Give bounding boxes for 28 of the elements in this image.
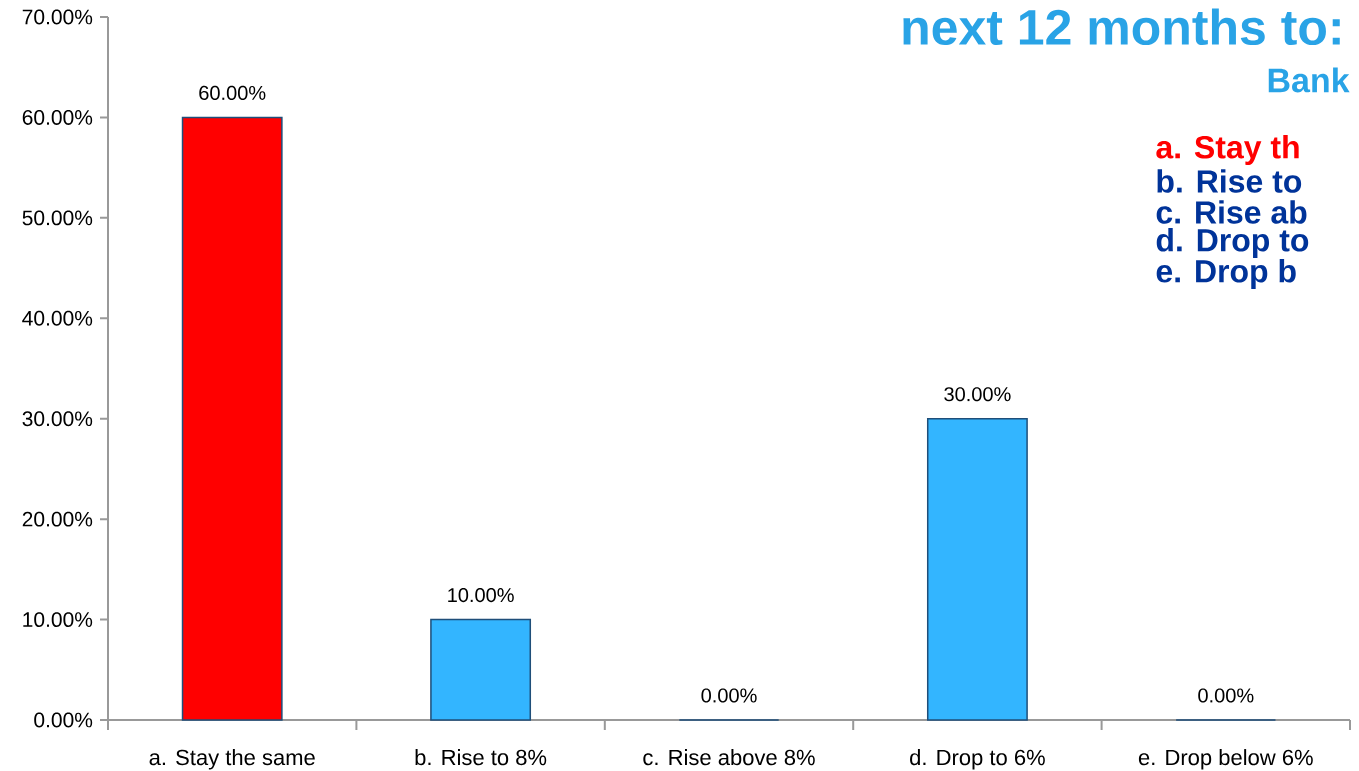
x-tick-label: a. Stay the same (149, 749, 315, 770)
x-tick-label: c. Rise above 8% (643, 749, 815, 766)
y-tick-label: 70.00% (22, 9, 93, 25)
data-label: 30.00% (944, 387, 1011, 402)
x-tick-label: b. Rise to 8% (415, 749, 547, 766)
annotation: c. Rise ab (1156, 200, 1307, 224)
data-label: 0.00% (701, 688, 757, 703)
annotation: Bank (1268, 67, 1350, 93)
x-tick-label: e. Drop below 6% (1138, 749, 1313, 770)
y-tick-label: 30.00% (22, 411, 93, 427)
y-tick-label: 20.00% (22, 511, 93, 527)
annotation: e. Drop b (1156, 259, 1296, 289)
y-tick-label: 50.00% (22, 210, 93, 226)
annotation: a. Stay th (1156, 135, 1299, 165)
data-label: 0.00% (1198, 688, 1254, 703)
bar (181, 116, 283, 721)
y-tick-label: 60.00% (22, 110, 93, 125)
bar (430, 618, 532, 721)
y-tick-label: 0.00% (34, 712, 93, 728)
chart-title: next 12 months to: (903, 8, 1340, 46)
y-tick-label: 10.00% (23, 612, 93, 628)
x-tick-label: d. Drop to 6% (910, 749, 1045, 770)
annotation: d. Drop to (1156, 228, 1309, 258)
y-tick-label: 40.00% (22, 310, 93, 326)
bar (926, 417, 1028, 721)
annotation: b. Rise to (1157, 169, 1302, 193)
data-label: 60.00% (199, 85, 266, 101)
data-label: 10.00% (448, 588, 514, 603)
